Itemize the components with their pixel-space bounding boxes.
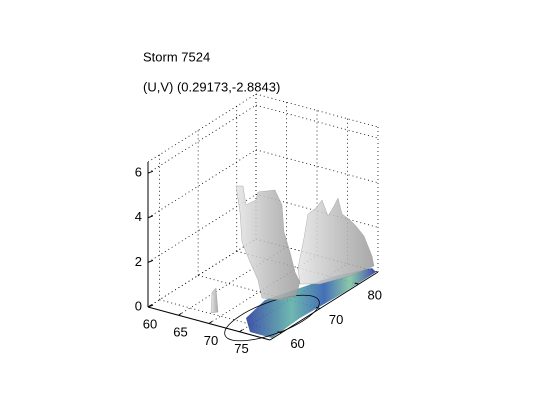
z-tick	[147, 215, 154, 219]
y-tick	[316, 306, 321, 309]
z-tick-label: 6	[135, 165, 142, 180]
chart-subtitle: (U,V) (0.29173,-2.8843)	[143, 79, 280, 94]
z-tick-label: 0	[135, 298, 142, 313]
x-tick-label: 70	[204, 333, 218, 348]
surface-blob	[235, 185, 301, 301]
y-tick	[354, 282, 359, 285]
z-tick-label: 2	[135, 254, 142, 269]
x-tick	[239, 329, 243, 333]
x-tick-label: 60	[143, 316, 157, 331]
floor-patch	[246, 268, 376, 338]
y-tick-label: 80	[367, 288, 381, 303]
y-tick	[277, 331, 282, 334]
z-tick	[147, 170, 154, 174]
z-tick-label: 4	[135, 209, 142, 224]
box-edge	[147, 93, 257, 163]
grid-line	[255, 104, 379, 139]
y-axis	[269, 271, 379, 341]
x-tick-label: 75	[234, 341, 248, 356]
x-tick	[178, 312, 182, 316]
x-tick-label: 65	[173, 325, 187, 340]
surface-blob	[297, 197, 375, 285]
y-tick-label: 60	[290, 336, 304, 351]
chart-title: Storm 7524	[143, 49, 210, 64]
z-tick	[147, 259, 154, 263]
x-tick	[147, 304, 152, 308]
grid-line	[147, 238, 257, 308]
ring	[224, 294, 320, 342]
x-tick	[208, 321, 213, 324]
isosurface	[210, 185, 376, 342]
axis-layer: 0 2 4 6 60 65 70 75 60 70 80	[135, 162, 382, 356]
y-tick-label: 70	[329, 312, 343, 327]
grid-line	[147, 104, 257, 174]
surface-blob	[210, 287, 219, 314]
